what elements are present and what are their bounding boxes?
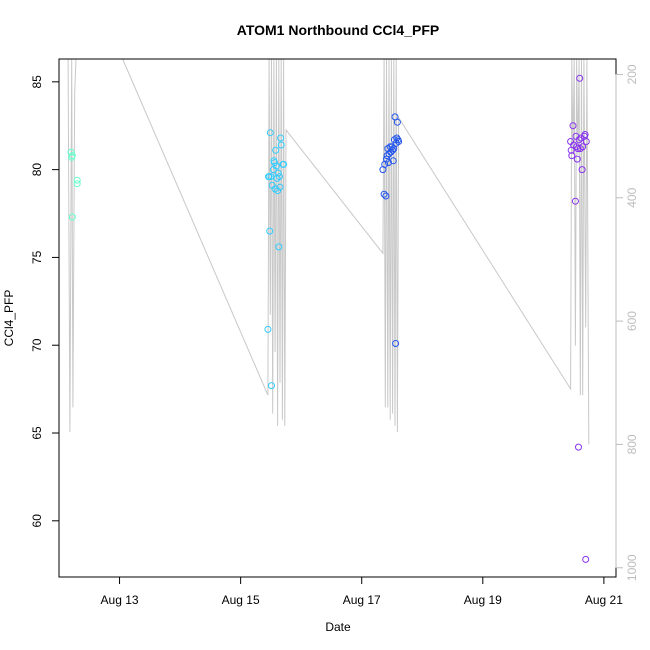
data-point-flight3: [395, 138, 403, 145]
y-axis-label: CCl4_PFP: [2, 290, 16, 347]
data-point-flight2: [272, 162, 280, 170]
data-point-flight4: [582, 138, 590, 145]
chart-title: ATOM1 Northbound CCl4_PFP: [237, 22, 439, 38]
data-points-layer: [67, 74, 590, 563]
data-point-flight1: [67, 148, 75, 156]
data-point-flight1: [68, 213, 76, 221]
data-point-flight3: [389, 146, 397, 154]
x-tick-label: Aug 19: [464, 593, 502, 607]
data-point-flight3: [382, 192, 390, 200]
x-axis-label: Date: [325, 620, 351, 634]
y-axis: 60 65 70 75 80 85: [30, 75, 60, 528]
data-point-flight4: [574, 145, 582, 153]
data-point-flight4: [575, 136, 583, 144]
data-point-flight2: [275, 173, 283, 181]
data-point-flight2: [280, 160, 288, 168]
data-point-flight3: [393, 134, 401, 142]
y-tick-label: 70: [30, 338, 44, 352]
data-point-flight1: [68, 152, 76, 160]
data-point-flight4: [577, 134, 585, 142]
data-point-flight2: [271, 159, 278, 167]
plot-frame: [58, 58, 617, 578]
y2-tick-label: 400: [625, 187, 639, 207]
data-point-flight2: [277, 141, 285, 149]
data-point-flight4: [582, 555, 590, 563]
x-tick-label: Aug 15: [222, 593, 260, 607]
y2-tick-label: 200: [625, 64, 639, 84]
y2-tick-label: 1000: [625, 554, 639, 581]
y-tick-label: 80: [30, 163, 44, 177]
data-point-flight2: [272, 146, 280, 154]
data-point-flight4: [578, 166, 586, 174]
data-point-flight2: [274, 169, 282, 177]
y-tick-label: 85: [30, 75, 44, 89]
data-point-flight2: [274, 187, 282, 195]
data-point-flight2: [268, 382, 275, 390]
data-point-flight4: [576, 74, 584, 82]
data-point-flight2: [275, 243, 283, 251]
x-tick-label: Aug 13: [101, 593, 139, 607]
data-point-flight3: [393, 118, 401, 126]
data-point-flight3: [389, 157, 397, 165]
data-point-flight3: [383, 152, 391, 160]
x-tick-label: Aug 17: [343, 593, 381, 607]
pressure-track-line: [67, 59, 590, 445]
data-point-flight2: [266, 129, 274, 137]
data-point-flight4: [569, 122, 577, 130]
data-point-flight3: [380, 190, 388, 198]
data-point-flight4: [568, 152, 576, 160]
data-point-flight4: [581, 131, 589, 138]
data-point-flight2: [267, 173, 275, 181]
y-tick-label: 60: [30, 514, 44, 528]
data-point-flight2: [266, 227, 274, 235]
data-point-flight2: [264, 325, 272, 333]
data-point-flight3: [392, 340, 400, 347]
data-point-flight4: [571, 197, 579, 205]
y-tick-label: 65: [30, 426, 44, 440]
pressure-track-layer: [67, 59, 590, 445]
data-point-flight2: [276, 183, 284, 191]
data-point-flight4: [573, 155, 581, 163]
y-tick-label: 75: [30, 250, 44, 264]
x-tick-label: Aug 21: [585, 593, 623, 607]
data-point-flight3: [385, 150, 393, 158]
data-point-flight1: [73, 180, 81, 188]
data-point-flight3: [388, 143, 396, 151]
right-pressure-axis: 200 400 600 800 1000: [615, 64, 639, 581]
data-point-flight3: [384, 159, 392, 167]
x-axis: Aug 13 Aug 15 Aug 17 Aug 19 Aug 21: [101, 576, 623, 607]
data-point-flight4: [575, 443, 582, 451]
y2-tick-label: 600: [625, 311, 639, 331]
data-point-flight1: [73, 176, 81, 184]
y2-tick-label: 800: [625, 434, 639, 454]
data-point-flight2: [277, 134, 285, 142]
data-point-flight4: [579, 143, 587, 151]
